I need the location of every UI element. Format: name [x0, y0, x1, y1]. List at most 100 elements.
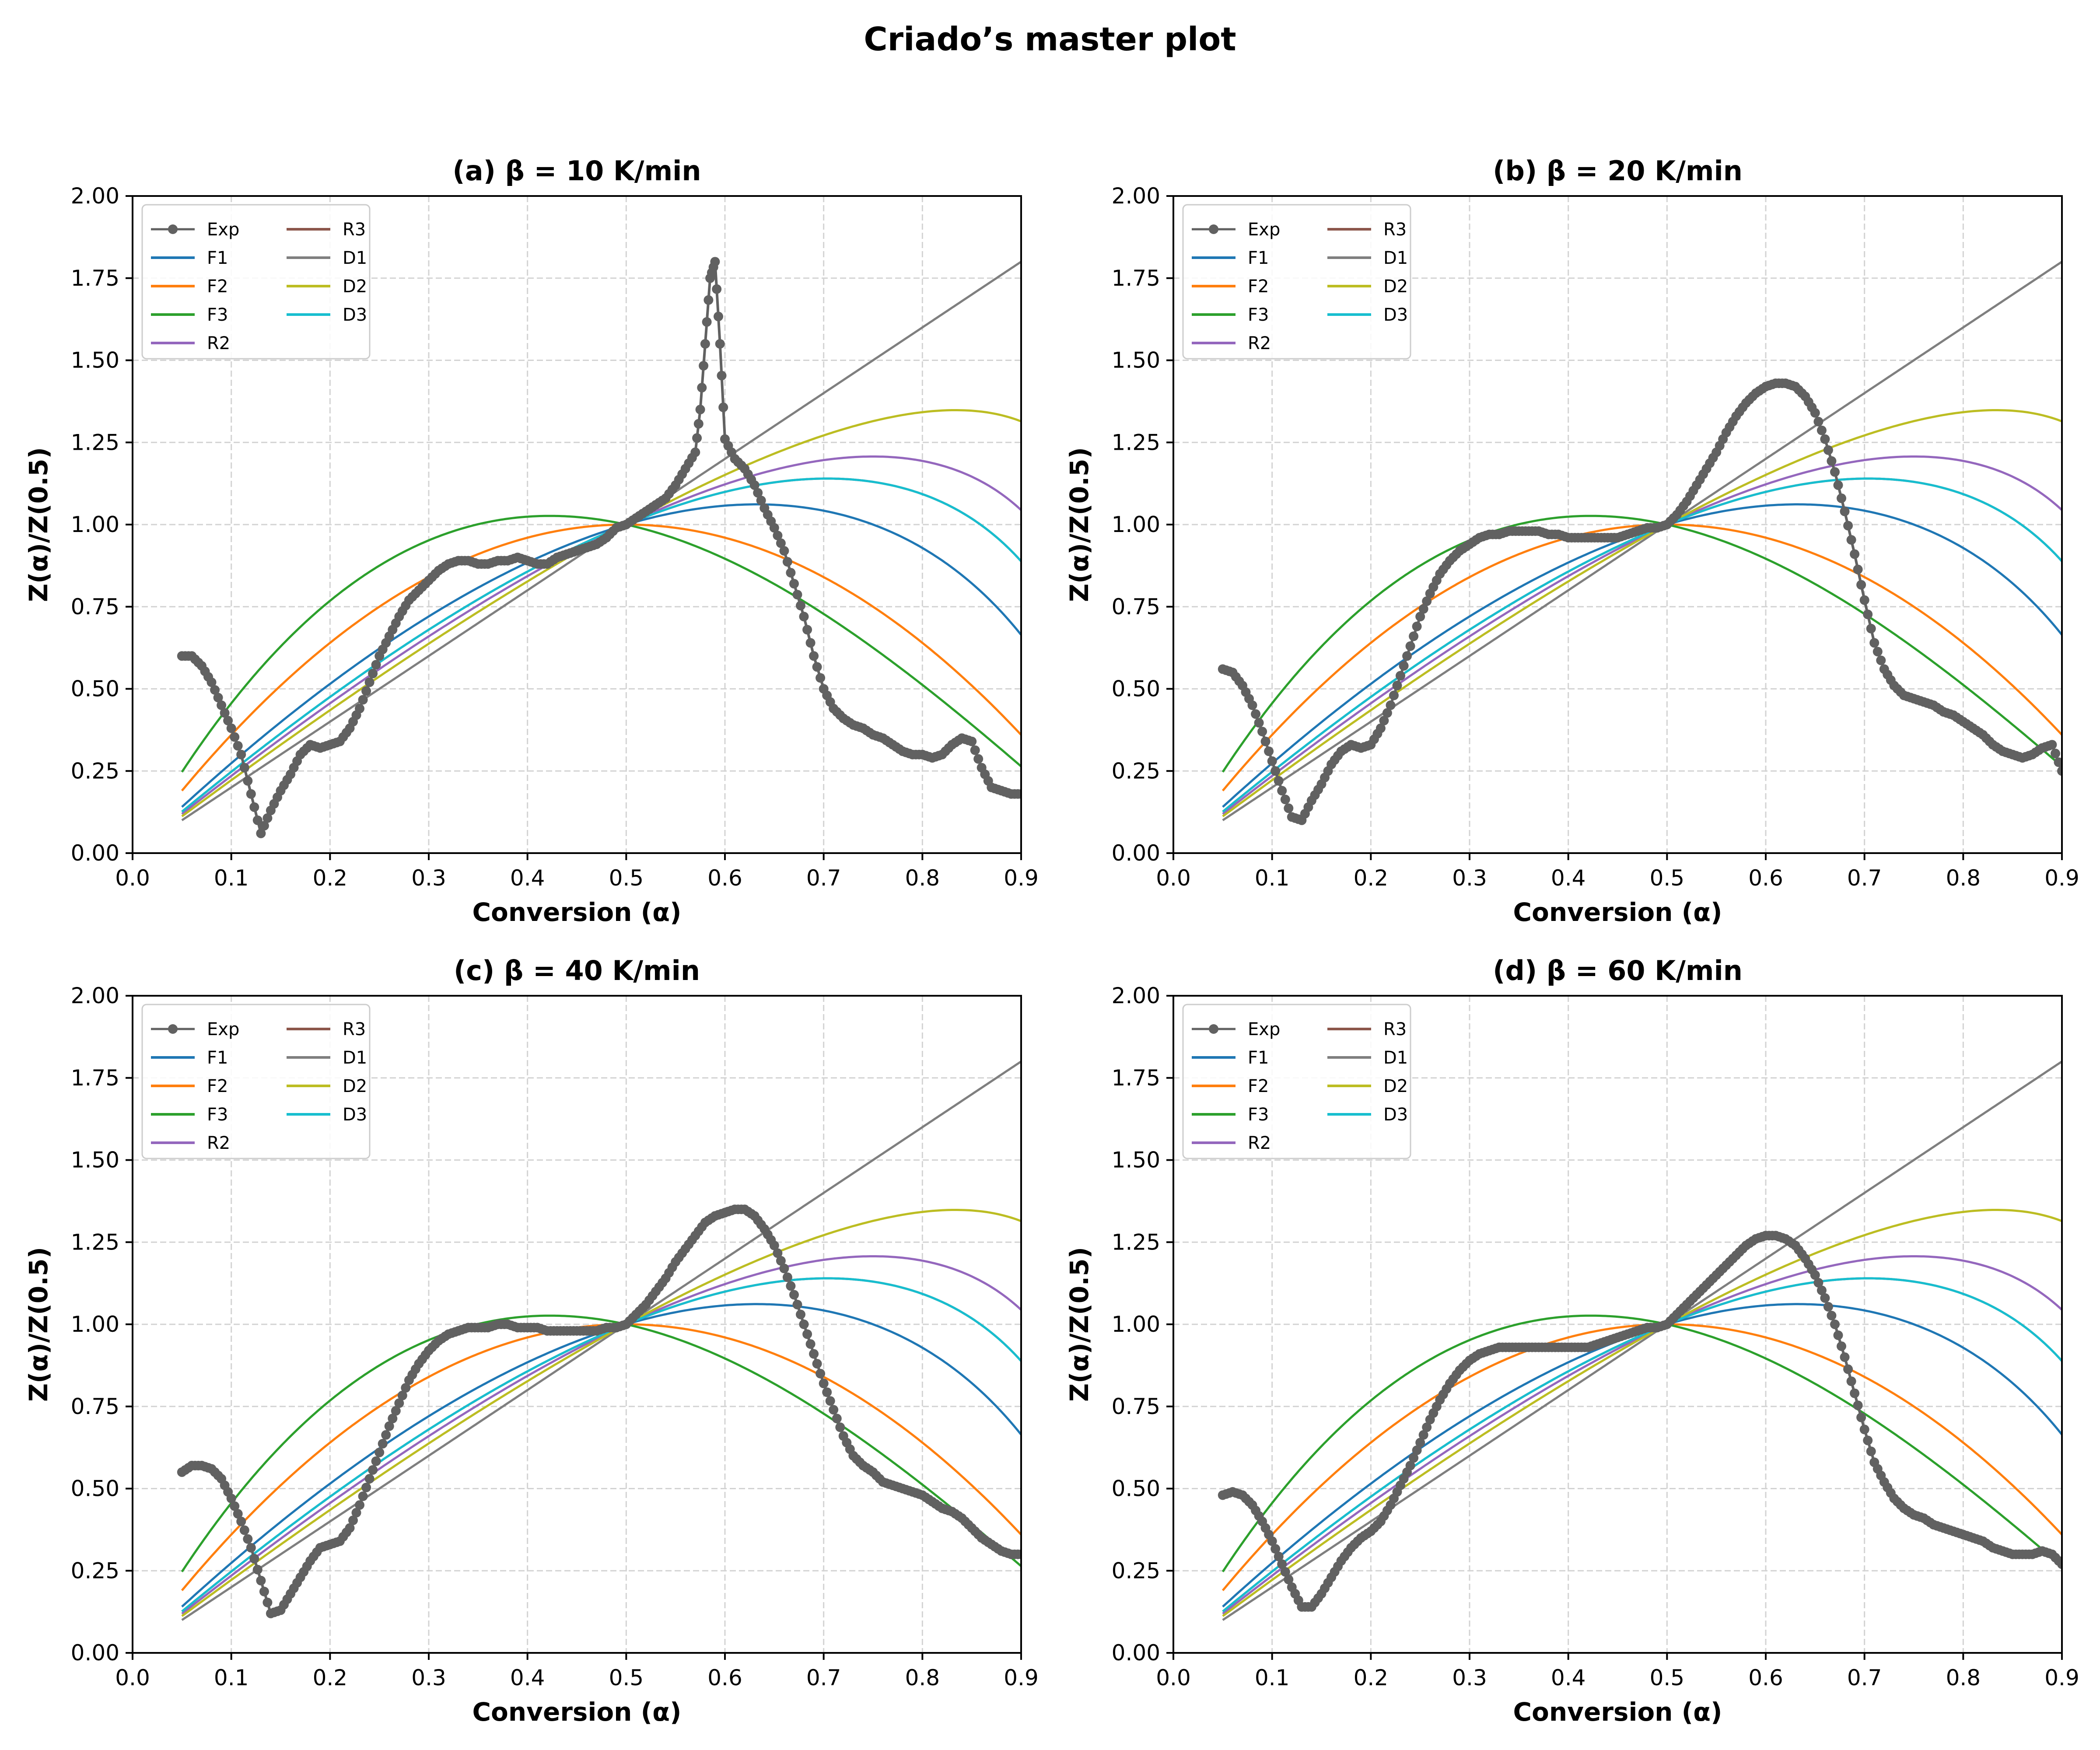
series-exp-point [210, 685, 220, 695]
series-exp-point [1837, 493, 1846, 503]
series-d1-line [1222, 1060, 2062, 1621]
series-exp-point [1833, 1330, 1843, 1340]
series-exp-point [712, 284, 722, 294]
x-tick-label: 0.6 [1748, 865, 1783, 891]
legend-label: Exp [1248, 1019, 1280, 1040]
series-exp-point [1257, 727, 1267, 737]
series-exp-point [819, 1379, 829, 1389]
series-exp-point [816, 1368, 826, 1379]
x-tick-label: 0.6 [707, 865, 742, 891]
figure-suptitle: Criado’s master plot [864, 21, 1236, 58]
legend-label: F1 [1248, 248, 1269, 268]
legend-label: Exp [1248, 220, 1280, 240]
y-axis-label: Z(α)/Z(0.5) [24, 447, 53, 602]
x-tick-label: 0.7 [806, 865, 841, 891]
series-exp-point [2054, 757, 2062, 767]
series-exp-point [388, 1414, 398, 1424]
series-exp-point [1859, 1424, 1869, 1435]
series-exp-point [1813, 416, 1824, 427]
y-tick-label: 0.75 [1112, 594, 1160, 620]
series-exp-point [1247, 700, 1257, 710]
legend-label: F1 [1248, 1048, 1269, 1068]
legend-label: R2 [1248, 333, 1271, 354]
series-exp-point [397, 1390, 407, 1400]
series-exp-point [1866, 623, 1876, 634]
x-tick-label: 0.6 [707, 1665, 742, 1690]
series-exp-point [1840, 1352, 1850, 1362]
series-exp-point [252, 815, 262, 825]
series-f3-line [1222, 514, 2062, 773]
series-exp-point [816, 673, 826, 683]
series-d1-line [1222, 261, 2062, 821]
series-exp-point [252, 1564, 262, 1575]
series-exp-point [1816, 425, 1827, 435]
y-tick-label: 0.25 [1112, 1558, 1160, 1583]
legend-box [141, 1004, 371, 1159]
series-exp-point [1833, 480, 1843, 490]
x-tick-label: 0.1 [214, 1665, 249, 1690]
series-exp-point [368, 1465, 378, 1475]
series-exp-point [1267, 756, 1277, 766]
series-exp-point [348, 1516, 358, 1526]
legend: Exp F1 F2 F3 R2 R3 D1 D2 D3 [1182, 1004, 1411, 1159]
x-tick-label: 0.8 [1946, 865, 1981, 891]
series-exp-point [967, 736, 977, 746]
x-tick-label: 0.9 [1004, 865, 1039, 891]
legend-label: D2 [1383, 276, 1408, 297]
series-exp-point [1274, 1551, 1284, 1561]
x-tick-label: 0.5 [609, 1665, 644, 1690]
x-tick-label: 0.2 [1354, 1665, 1389, 1690]
series-exp-point [704, 295, 714, 305]
series-exp-point [769, 1240, 779, 1250]
series-exp-point [779, 1264, 789, 1274]
series-exp-point [835, 1422, 845, 1432]
series-exp-point [773, 1248, 783, 1258]
model-curves [1222, 261, 2062, 821]
series-exp-point [1415, 1438, 1425, 1448]
y-tick-label: 0.50 [1112, 676, 1160, 702]
x-tick-label: 0.2 [1354, 865, 1389, 891]
x-tick-label: 0.8 [1946, 1665, 1981, 1690]
series-exp-point [1399, 661, 1409, 671]
y-tick-label: 1.50 [1112, 1148, 1160, 1173]
series-exp-point [394, 1398, 404, 1408]
y-tick-label: 1.00 [1112, 512, 1160, 537]
y-tick-label: 0.00 [71, 1640, 119, 1666]
series-exp-point [401, 1383, 411, 1393]
legend-label: Exp [207, 220, 239, 240]
x-tick-label: 0.0 [115, 1665, 150, 1690]
x-tick-label: 0.9 [1004, 1665, 1039, 1690]
y-tick-label: 0.00 [1112, 840, 1160, 866]
y-tick-label: 2.00 [1112, 183, 1160, 209]
series-exp-point [786, 568, 796, 578]
series-exp-point [2051, 749, 2060, 759]
series-exp-point [1863, 609, 1873, 620]
x-tick-label: 0.9 [2044, 865, 2079, 891]
y-tick-label: 0.50 [71, 676, 119, 702]
series-exp-point [1422, 1422, 1432, 1432]
y-tick-label: 1.50 [1112, 348, 1160, 373]
series-exp-point [825, 1396, 835, 1406]
panel-2: 0.0 0.1 0.2 0.3 0.4 0.5 0.6 0.7 0.8 0.9 0.00 0.25 0.… [1064, 155, 2079, 927]
x-axis-label: Conversion (α) [1513, 1697, 1722, 1727]
legend-marker-exp [168, 1024, 178, 1034]
series-exp-point [246, 1543, 256, 1553]
legend-label: F3 [207, 1105, 228, 1125]
legend-label: R2 [207, 333, 230, 354]
x-tick-label: 0.2 [313, 1665, 348, 1690]
y-tick-label: 0.50 [1112, 1476, 1160, 1502]
y-tick-label: 1.00 [71, 512, 119, 537]
y-tick-label: 1.25 [71, 1229, 119, 1255]
x-tick-label: 0.7 [806, 1665, 841, 1690]
legend-label: F3 [1248, 305, 1269, 325]
y-tick-label: 0.50 [71, 1476, 119, 1502]
series-exp-point [256, 1575, 266, 1586]
series-exp-point [262, 1597, 273, 1607]
series-exp-point [1405, 641, 1415, 651]
legend-label: R3 [343, 1019, 366, 1040]
y-tick-label: 1.25 [71, 430, 119, 455]
y-tick-label: 2.00 [71, 983, 119, 1008]
legend-label: F2 [1248, 276, 1269, 297]
series-exp-point [1389, 690, 1399, 700]
legend-label: R2 [207, 1133, 230, 1153]
